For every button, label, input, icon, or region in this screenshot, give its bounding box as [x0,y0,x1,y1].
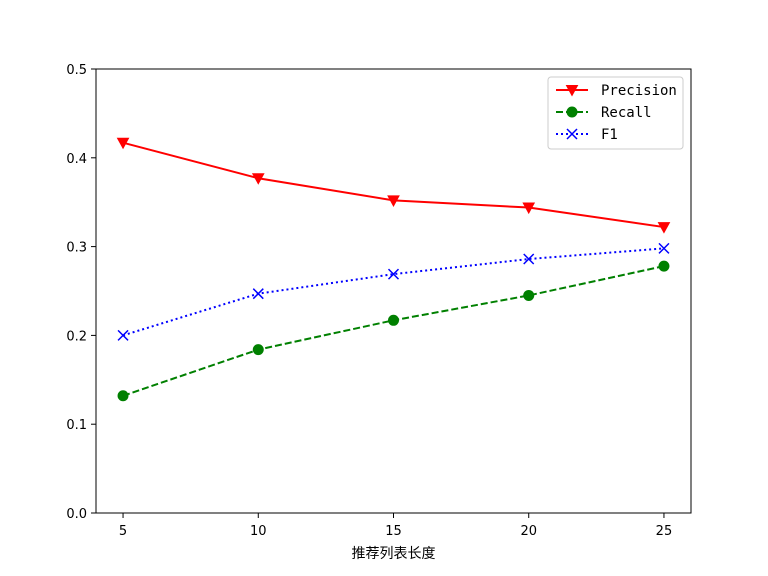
series-line-precision [122,141,665,229]
data-point-recall [117,390,129,402]
legend-label-precision: Precision [601,83,677,99]
y-axis: 0.0 0.1 0.2 0.3 0.4 0.5 [66,63,96,522]
series-precision [116,137,671,234]
x-tick-label: 10 [250,524,267,539]
data-point-precision [387,195,400,207]
data-point-f1 [523,253,535,265]
data-point-f1 [658,242,670,254]
data-point-precision [522,202,536,215]
y-tick-label: 0.2 [66,329,87,344]
data-point-precision [657,222,671,234]
data-point-recall [523,289,535,301]
x-axis-label: 推荐列表长度 [352,546,436,562]
data-point-recall [388,314,399,326]
x-tick-label: 20 [520,524,537,539]
data-point-f1 [252,288,264,300]
x-tick-label: 15 [385,524,402,539]
legend-frame [547,76,684,150]
data-point-f1 [387,268,400,280]
legend: Precision Recall F1 [547,76,684,150]
data-point-precision [251,173,265,185]
legend-marker-recall [566,106,578,118]
x-tick-label: 5 [119,524,127,539]
legend-label-recall: Recall [601,105,652,121]
y-tick-label: 0.0 [66,507,87,522]
data-point-recall [658,260,670,272]
series-layer [116,137,671,402]
y-tick-label: 0.1 [66,418,87,433]
series-f1 [117,242,670,341]
y-tick-label: 0.3 [66,241,87,256]
legend-marker-f1 [566,128,578,140]
data-point-recall [252,344,264,356]
legend-marker-precision [565,85,579,97]
x-tick-label: 25 [656,524,673,539]
series-line-recall [122,265,665,397]
data-point-f1 [117,329,129,341]
legend-label-f1: F1 [601,127,618,143]
x-axis: 5 10 15 20 25 [119,513,672,539]
series-recall [117,260,670,402]
y-tick-label: 0.5 [66,63,87,78]
y-tick-label: 0.4 [66,152,87,167]
data-point-precision [116,137,130,150]
